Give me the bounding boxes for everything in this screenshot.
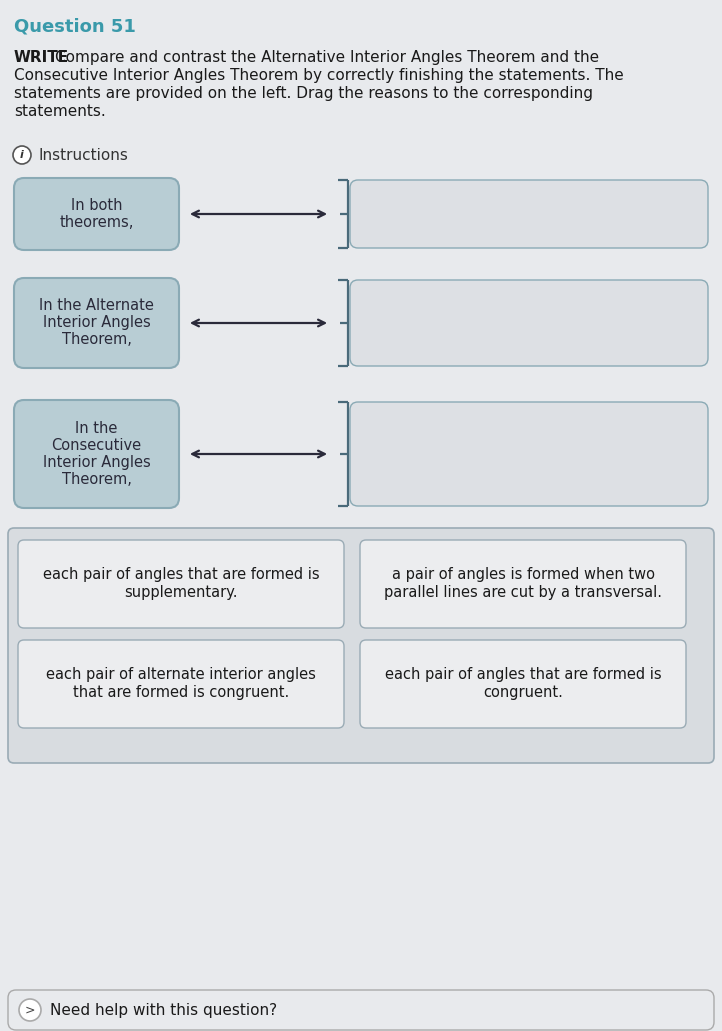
- Text: Theorem,: Theorem,: [61, 472, 131, 487]
- Text: Compare and contrast the Alternative Interior Angles Theorem and the: Compare and contrast the Alternative Int…: [55, 49, 599, 65]
- Text: In both: In both: [71, 198, 122, 213]
- FancyBboxPatch shape: [8, 990, 714, 1030]
- Text: theorems,: theorems,: [59, 215, 134, 230]
- FancyBboxPatch shape: [8, 528, 714, 763]
- Text: congruent.: congruent.: [483, 686, 563, 700]
- Text: >: >: [25, 1003, 35, 1017]
- Text: a pair of angles is formed when two: a pair of angles is formed when two: [391, 567, 655, 583]
- Text: Need help with this question?: Need help with this question?: [50, 1002, 277, 1018]
- Text: statements.: statements.: [14, 104, 105, 119]
- Text: Instructions: Instructions: [38, 148, 128, 163]
- FancyBboxPatch shape: [350, 280, 708, 366]
- Text: WRITE: WRITE: [14, 49, 69, 65]
- Text: In the: In the: [75, 421, 118, 436]
- Text: Consecutive Interior Angles Theorem by correctly finishing the statements. The: Consecutive Interior Angles Theorem by c…: [14, 68, 624, 84]
- Text: Consecutive: Consecutive: [51, 438, 142, 453]
- FancyBboxPatch shape: [18, 640, 344, 728]
- Circle shape: [19, 999, 41, 1021]
- Text: that are formed is congruent.: that are formed is congruent.: [73, 686, 289, 700]
- Text: Interior Angles: Interior Angles: [43, 315, 150, 331]
- FancyBboxPatch shape: [360, 540, 686, 628]
- FancyBboxPatch shape: [14, 400, 179, 508]
- Text: Interior Angles: Interior Angles: [43, 455, 150, 470]
- Text: each pair of alternate interior angles: each pair of alternate interior angles: [46, 667, 316, 683]
- FancyBboxPatch shape: [350, 402, 708, 506]
- Text: Theorem,: Theorem,: [61, 333, 131, 347]
- Text: In the Alternate: In the Alternate: [39, 299, 154, 313]
- Text: supplementary.: supplementary.: [124, 586, 238, 600]
- Text: Question 51: Question 51: [14, 18, 136, 36]
- FancyBboxPatch shape: [350, 180, 708, 248]
- Circle shape: [13, 146, 31, 164]
- Text: each pair of angles that are formed is: each pair of angles that are formed is: [43, 567, 319, 583]
- FancyBboxPatch shape: [360, 640, 686, 728]
- FancyBboxPatch shape: [14, 178, 179, 250]
- Text: i: i: [20, 149, 24, 160]
- Text: parallel lines are cut by a transversal.: parallel lines are cut by a transversal.: [384, 586, 662, 600]
- Text: statements are provided on the left. Drag the reasons to the corresponding: statements are provided on the left. Dra…: [14, 86, 593, 101]
- Text: each pair of angles that are formed is: each pair of angles that are formed is: [385, 667, 661, 683]
- FancyBboxPatch shape: [18, 540, 344, 628]
- FancyBboxPatch shape: [14, 278, 179, 368]
